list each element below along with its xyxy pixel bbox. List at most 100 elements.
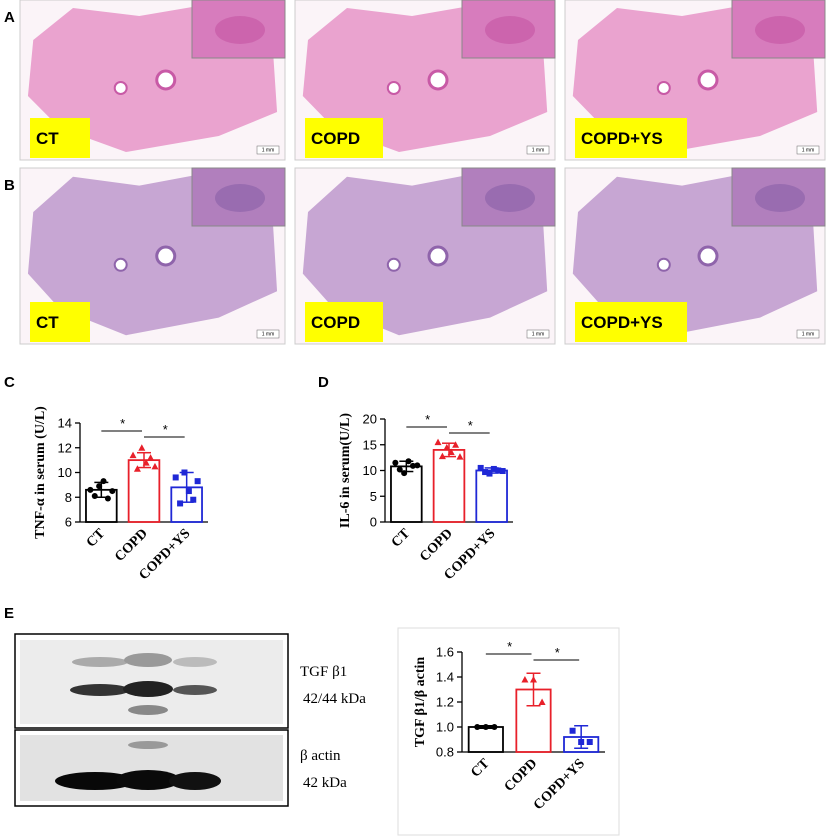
- point: [438, 452, 446, 460]
- label-box: [305, 302, 383, 342]
- point: [491, 724, 498, 730]
- point: [530, 676, 537, 683]
- image-label: COPD+YS: [581, 313, 663, 332]
- inset-detail: [755, 16, 805, 44]
- image-label: COPD: [311, 129, 360, 148]
- point: [138, 444, 146, 451]
- label-box: [575, 302, 687, 342]
- scale-bar: 1 mm: [532, 332, 545, 338]
- bar: [475, 469, 508, 523]
- panel-letter: C: [4, 374, 15, 391]
- y-tick-label: 15: [363, 437, 377, 452]
- point: [100, 478, 107, 485]
- label-box: [305, 118, 383, 158]
- airway: [427, 69, 449, 91]
- airway: [113, 81, 128, 95]
- point: [151, 462, 159, 470]
- significance-label: *: [468, 418, 473, 433]
- y-tick-label: 6: [65, 515, 72, 530]
- scale-bar: 1 mm: [802, 332, 815, 338]
- label-box: [30, 118, 90, 158]
- significance-label: *: [555, 645, 560, 660]
- point: [177, 500, 184, 507]
- point: [474, 724, 481, 730]
- point: [521, 676, 529, 683]
- airway: [656, 257, 671, 272]
- point: [96, 483, 103, 490]
- point: [133, 465, 141, 472]
- inset-detail: [485, 184, 535, 212]
- scale-bar-box: [526, 145, 550, 155]
- airway: [697, 245, 719, 267]
- point: [109, 488, 116, 495]
- x-tick-label: CT: [389, 526, 414, 551]
- point: [495, 467, 502, 474]
- blot-label: 42 kDa: [303, 775, 347, 791]
- image-label: CT: [36, 129, 59, 148]
- label-box: [30, 302, 90, 342]
- scale-bar: 1 mm: [262, 148, 275, 154]
- point: [396, 466, 403, 473]
- y-tick-label: 10: [58, 465, 72, 480]
- airway: [656, 81, 671, 95]
- image-label: COPD: [311, 313, 360, 332]
- y-axis-label: TGF β1/β actin: [413, 657, 428, 748]
- blot-label: β actin: [300, 748, 341, 764]
- scale-bar-box: [256, 145, 280, 155]
- point: [499, 468, 506, 475]
- y-axis-label: IL-6 in serum(U/L): [338, 413, 353, 528]
- point: [482, 724, 489, 730]
- x-tick-label: COPD: [112, 526, 151, 565]
- point: [569, 727, 576, 734]
- point: [147, 454, 155, 461]
- point: [409, 462, 416, 469]
- label-box: [575, 118, 687, 158]
- point: [142, 459, 150, 466]
- inset-detail: [485, 16, 535, 44]
- point: [185, 488, 192, 495]
- point: [477, 464, 484, 471]
- point: [129, 451, 137, 459]
- point: [194, 478, 201, 485]
- point: [578, 739, 585, 745]
- bar: [432, 448, 466, 523]
- scale-bar: 1 mm: [532, 148, 545, 154]
- scale-bar-box: [796, 145, 820, 155]
- point: [434, 438, 442, 446]
- y-tick-label: 1.2: [436, 695, 454, 710]
- y-tick-label: 20: [363, 412, 377, 427]
- significance-label: *: [163, 422, 168, 437]
- x-tick-label: CT: [84, 526, 109, 551]
- point: [490, 465, 497, 472]
- significance-label: *: [120, 416, 125, 431]
- significance-label: *: [507, 639, 512, 654]
- scale-bar-box: [256, 329, 280, 339]
- y-tick-label: 1.4: [436, 670, 454, 685]
- point: [447, 448, 455, 455]
- airway: [155, 245, 177, 267]
- airway: [427, 245, 449, 267]
- point: [452, 441, 460, 448]
- airway: [113, 257, 128, 272]
- x-tick-label: COPD+YS: [531, 756, 588, 813]
- panel-letter: A: [4, 9, 15, 26]
- x-tick-label: COPD: [502, 756, 541, 795]
- y-tick-label: 12: [58, 440, 72, 455]
- image-label: CT: [36, 313, 59, 332]
- x-tick-label: CT: [468, 756, 493, 781]
- y-tick-label: 8: [65, 490, 72, 505]
- point: [87, 486, 94, 493]
- blot-bands: [20, 640, 283, 801]
- point: [401, 470, 408, 477]
- panel-letter: B: [4, 177, 15, 194]
- point: [392, 459, 399, 466]
- airway: [155, 69, 177, 91]
- point: [181, 469, 188, 476]
- airway: [697, 69, 719, 91]
- point: [586, 739, 593, 745]
- point: [172, 474, 179, 481]
- y-tick-label: 1.6: [436, 645, 454, 660]
- inset-detail: [755, 184, 805, 212]
- point: [538, 698, 546, 705]
